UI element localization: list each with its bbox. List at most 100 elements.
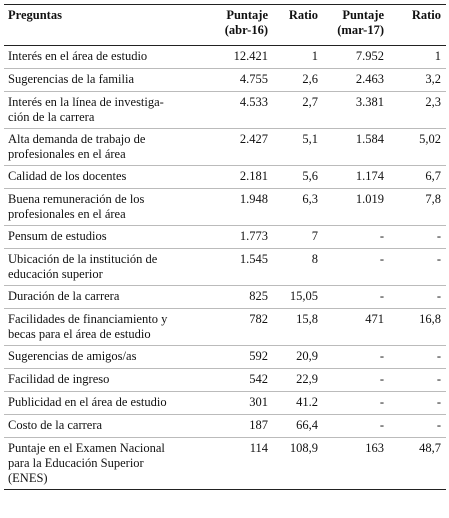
results-table: Preguntas Puntaje (abr-16) Ratio Puntaje…	[4, 4, 446, 490]
question-cell: Interés en el área de estudio	[8, 49, 148, 63]
table-row: Duración de la carrera 825 15,05 - -	[4, 286, 446, 309]
table-row: Alta demanda de trabajo de profesionales…	[4, 129, 446, 166]
header-cell: Puntaje (mar-17)	[337, 8, 384, 37]
table-header: Preguntas Puntaje (abr-16) Ratio Puntaje…	[4, 4, 446, 46]
value-cell: -	[379, 229, 384, 243]
value-cell: 825	[249, 289, 268, 303]
table-row: Facilidad de ingreso 542 22,9 - -	[4, 369, 446, 392]
question-cell: Facilidad de ingreso	[8, 372, 110, 386]
value-cell: 8	[311, 252, 318, 266]
table-row: Pensum de estudios 1.773 7 - -	[4, 226, 446, 249]
value-cell: 7.952	[355, 49, 384, 63]
value-cell: 2.463	[355, 72, 384, 86]
value-cell: 5,02	[419, 132, 441, 146]
value-cell: -	[436, 252, 441, 266]
value-cell: -	[379, 349, 384, 363]
value-cell: -	[436, 289, 441, 303]
value-cell: 2,6	[302, 72, 318, 86]
value-cell: 41.2	[296, 395, 318, 409]
table-row: Buena remuneración de los profesionales …	[4, 189, 446, 226]
value-cell: 542	[249, 372, 268, 386]
value-cell: 1.584	[355, 132, 384, 146]
value-cell: 6,3	[302, 192, 318, 206]
header-cell: Puntaje (abr-16)	[224, 8, 268, 37]
value-cell: 4.755	[239, 72, 268, 86]
value-cell: 2.427	[239, 132, 268, 146]
header-cell: Preguntas	[8, 8, 62, 22]
table-row: Interés en el área de estudio 12.421 1 7.95…	[4, 46, 446, 69]
question-cell: Publicidad en el área de estudio	[8, 395, 167, 409]
table-row: Costo de la carrera 187 66,4 - -	[4, 415, 446, 438]
table-row: Publicidad en el área de estudio 301 41.2 -…	[4, 392, 446, 415]
value-cell: 3,2	[425, 72, 441, 86]
question-cell: Puntaje en el Examen Nacional para la Ed…	[8, 441, 165, 485]
question-cell: Pensum de estudios	[8, 229, 107, 243]
value-cell: -	[379, 372, 384, 386]
value-cell: 7	[311, 229, 318, 243]
value-cell: 1	[311, 49, 318, 63]
value-cell: -	[436, 418, 441, 432]
value-cell: -	[436, 229, 441, 243]
value-cell: 1	[434, 49, 441, 63]
question-cell: Costo de la carrera	[8, 418, 103, 432]
value-cell: 5,1	[302, 132, 318, 146]
value-cell: 1.773	[239, 229, 268, 243]
value-cell: 66,4	[296, 418, 318, 432]
header-cell: Ratio	[411, 8, 441, 22]
value-cell: 48,7	[419, 441, 441, 455]
table-row: Sugerencias de amigos/as 592 20,9 - -	[4, 346, 446, 369]
table-row: Interés en la línea de investiga- ción d…	[4, 92, 446, 129]
value-cell: 163	[365, 441, 384, 455]
header-cell: Ratio	[288, 8, 318, 22]
question-cell: Interés en la línea de investiga- ción d…	[8, 95, 164, 124]
value-cell: -	[379, 395, 384, 409]
table-body: Interés en el área de estudio 12.421 1 7.95…	[4, 46, 446, 490]
value-cell: 6,7	[425, 169, 441, 183]
value-cell: -	[436, 372, 441, 386]
value-cell: -	[379, 289, 384, 303]
value-cell: 15,05	[289, 289, 318, 303]
value-cell: 16,8	[419, 312, 441, 326]
value-cell: 1.948	[239, 192, 268, 206]
value-cell: -	[436, 349, 441, 363]
question-cell: Alta demanda de trabajo de profesionales…	[8, 132, 146, 161]
question-cell: Facilidades de financiamiento y becas pa…	[8, 312, 168, 341]
value-cell: 12.421	[233, 49, 268, 63]
value-cell: 2.181	[239, 169, 268, 183]
value-cell: 471	[365, 312, 384, 326]
table-row: Ubicación de la institución de educación…	[4, 249, 446, 286]
question-cell: Ubicación de la institución de educación…	[8, 252, 158, 281]
value-cell: 592	[249, 349, 268, 363]
value-cell: 2,7	[302, 95, 318, 109]
question-cell: Sugerencias de la familia	[8, 72, 134, 86]
value-cell: -	[379, 418, 384, 432]
question-cell: Sugerencias de amigos/as	[8, 349, 137, 363]
table-row: Puntaje en el Examen Nacional para la Ed…	[4, 438, 446, 490]
value-cell: 20,9	[296, 349, 318, 363]
value-cell: 2,3	[425, 95, 441, 109]
value-cell: 22,9	[296, 372, 318, 386]
question-cell: Duración de la carrera	[8, 289, 120, 303]
question-cell: Buena remuneración de los profesionales …	[8, 192, 145, 221]
question-cell: Calidad de los docentes	[8, 169, 127, 183]
value-cell: -	[379, 252, 384, 266]
value-cell: 301	[249, 395, 268, 409]
value-cell: 782	[249, 312, 268, 326]
table-row: Calidad de los docentes 2.181 5,6 1.174 6,7	[4, 166, 446, 189]
value-cell: 114	[249, 441, 268, 455]
value-cell: -	[436, 395, 441, 409]
header-row: Preguntas Puntaje (abr-16) Ratio Puntaje…	[4, 4, 446, 46]
value-cell: 15,8	[296, 312, 318, 326]
table-row: Facilidades de financiamiento y becas pa…	[4, 309, 446, 346]
value-cell: 1.174	[355, 169, 384, 183]
value-cell: 5,6	[302, 169, 318, 183]
value-cell: 4.533	[239, 95, 268, 109]
value-cell: 187	[249, 418, 268, 432]
value-cell: 3.381	[355, 95, 384, 109]
table-row: Sugerencias de la familia 4.755 2,6 2.463 3,…	[4, 69, 446, 92]
value-cell: 108,9	[289, 441, 318, 455]
value-cell: 1.019	[355, 192, 384, 206]
value-cell: 7,8	[425, 192, 441, 206]
value-cell: 1.545	[239, 252, 268, 266]
